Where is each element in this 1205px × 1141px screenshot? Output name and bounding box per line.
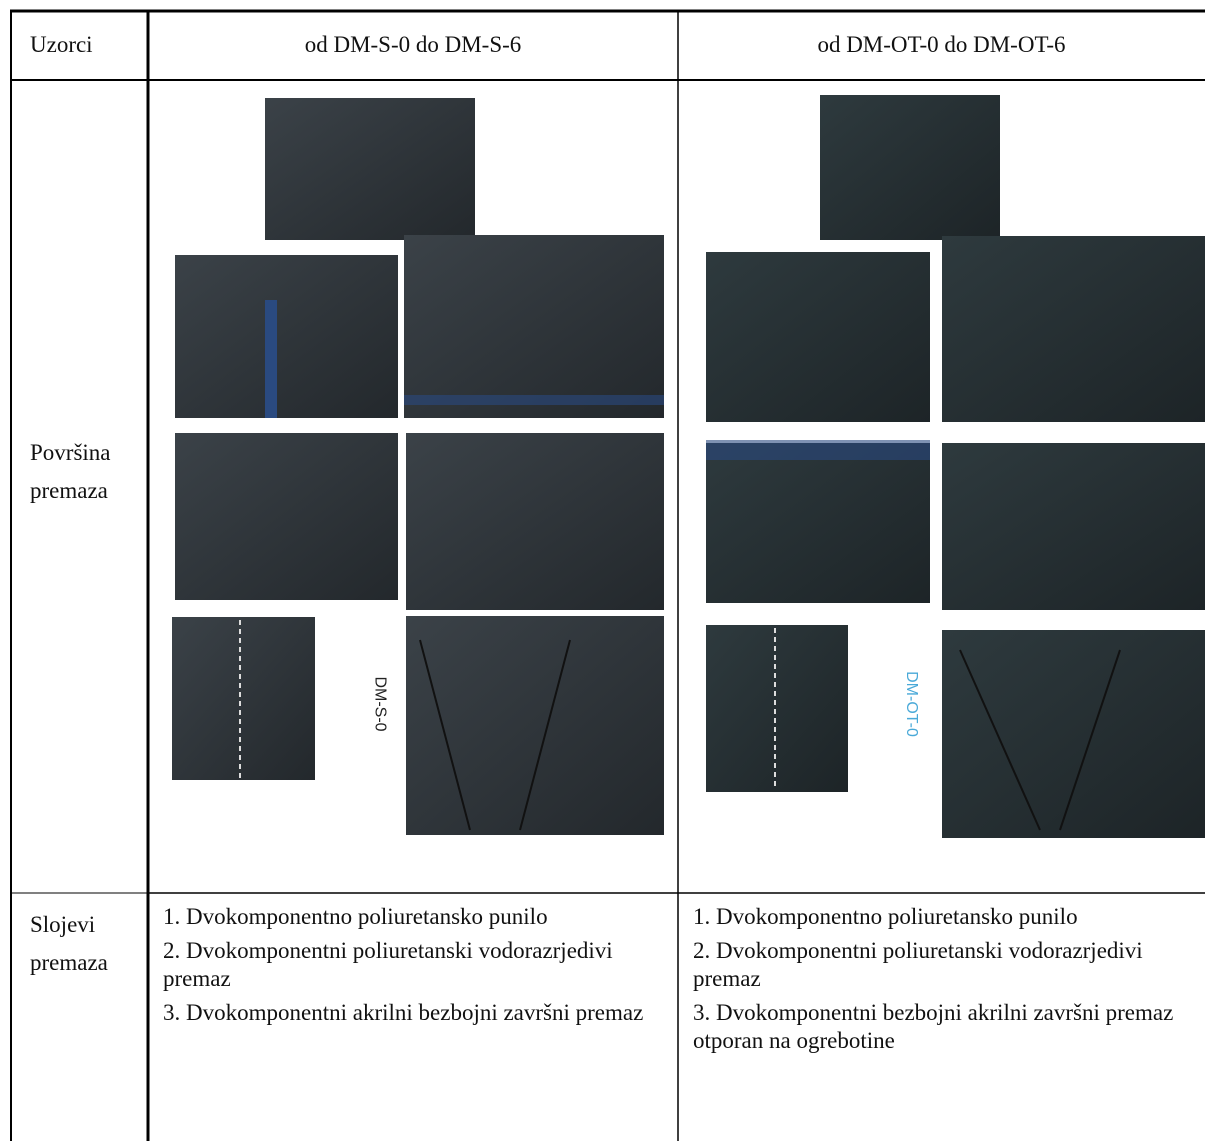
header-cell: od DM-OT-0 do DM-OT-6 bbox=[817, 32, 1066, 57]
layer-item: 1. Dvokomponentno poliuretansko punilo bbox=[163, 904, 548, 929]
header-cell: od DM-S-0 do DM-S-6 bbox=[304, 32, 522, 57]
layer-item: 2. Dvokomponentni poliuretanski vodorazr… bbox=[693, 938, 1143, 991]
photo-right bbox=[706, 95, 1205, 838]
layers-list: 1. Dvokomponentno poliuretansko punilo 2… bbox=[163, 903, 663, 1033]
row-label: Slojevi premaza bbox=[30, 912, 108, 975]
layers-list: 1. Dvokomponentno poliuretansko punilo 2… bbox=[693, 903, 1203, 1061]
layer-item: 2. Dvokomponentni poliuretanski vodorazr… bbox=[163, 938, 613, 991]
photo-left bbox=[172, 98, 664, 835]
header-cell: Uzorci bbox=[30, 32, 93, 57]
layer-item: 1. Dvokomponentno poliuretansko punilo bbox=[693, 904, 1078, 929]
layer-item: 3. Dvokomponentni akrilni bezbojni završ… bbox=[163, 1000, 644, 1025]
photo-label: DM-OT-0 bbox=[902, 671, 920, 737]
layer-item: 3. Dvokomponentni bezbojni akrilni završ… bbox=[693, 1000, 1174, 1053]
borders bbox=[10, 9, 1205, 1141]
photo-label: DM-S-0 bbox=[371, 676, 389, 732]
row-label: Površina premaza bbox=[30, 440, 111, 503]
